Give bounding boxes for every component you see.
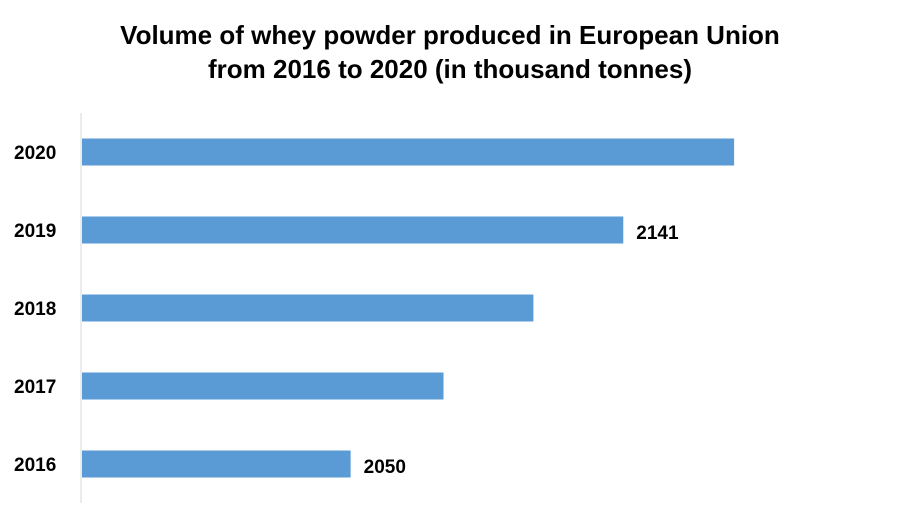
bar-2020 xyxy=(82,138,735,166)
y-tick-label-2018: 2018 xyxy=(14,299,56,320)
chart-title-line-2: from 2016 to 2020 (in thousand tonnes) xyxy=(208,54,692,84)
bar-2018 xyxy=(82,294,534,322)
chart-title-line-1: Volume of whey powder produced in Europe… xyxy=(120,20,780,50)
bar-2017 xyxy=(82,372,444,400)
chart-title: Volume of whey powder produced in Europe… xyxy=(0,18,900,86)
y-tick-label-2020: 2020 xyxy=(14,143,56,164)
bar-2019 xyxy=(82,216,624,244)
data-label-2016: 2050 xyxy=(364,457,406,478)
y-tick-label-2017: 2017 xyxy=(14,377,56,398)
bar-2016 xyxy=(82,450,351,478)
data-label-2019: 2141 xyxy=(636,223,679,244)
y-tick-label-2019: 2019 xyxy=(14,221,56,242)
y-tick-label-2016: 2016 xyxy=(14,455,56,476)
